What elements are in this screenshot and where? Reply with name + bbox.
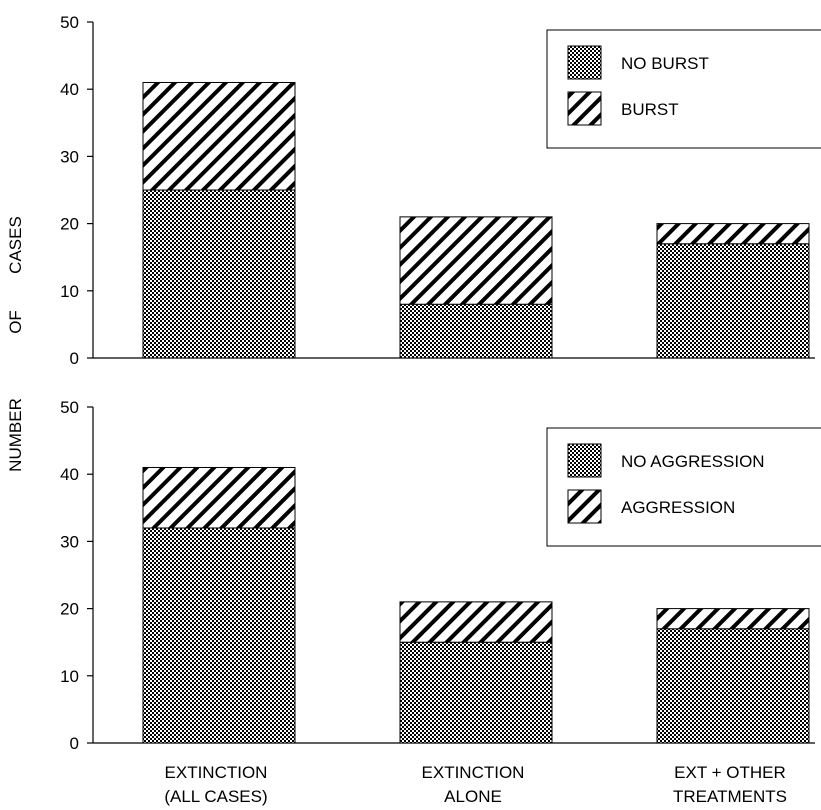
x-axis-category-labels: EXTINCTION (ALL CASES) EXTINCTION ALONE EXT … xyxy=(164,763,787,806)
bar-segment-no-burst-3 xyxy=(656,243,810,359)
bar-segment-aggression-1 xyxy=(142,466,296,529)
bar-segment-no-aggression-1 xyxy=(142,527,296,744)
bar-segment-no-burst-2 xyxy=(399,303,553,359)
bar-segment-burst-1 xyxy=(142,81,296,191)
bar-segment-no-burst-1 xyxy=(142,189,296,359)
y-axis-label-word-of: OF xyxy=(6,310,25,334)
x-category-label: (ALL CASES) xyxy=(164,787,267,806)
legend-swatch-aggression xyxy=(567,489,602,524)
y-tick-label: 10 xyxy=(60,667,79,686)
bar-segment-aggression-3 xyxy=(656,608,810,630)
y-tick-label: 0 xyxy=(70,734,79,753)
bar-segment-burst-2 xyxy=(399,216,553,305)
y-tick-label: 50 xyxy=(60,13,79,32)
legend-box xyxy=(546,29,821,149)
y-axis-label-word-number: NUMBER xyxy=(6,398,25,472)
y-tick-label: 30 xyxy=(60,147,79,166)
legend-label: BURST xyxy=(621,100,679,119)
y-tick-label: 20 xyxy=(60,600,79,619)
y-tick-label: 20 xyxy=(60,215,79,234)
legend-label: AGGRESSION xyxy=(621,498,735,517)
x-category-label: TREATMENTS xyxy=(673,787,787,806)
x-category-label: ALONE xyxy=(444,787,502,806)
bottom-chart-legend: NO AGGRESSION AGGRESSION xyxy=(546,427,821,547)
bar-segment-no-aggression-3 xyxy=(656,628,810,744)
bar-segment-burst-3 xyxy=(656,223,810,245)
bottom-chart-aggression: 0 10 20 30 40 50 NO AGGRESSION AGGRESSION EXTI… xyxy=(60,398,821,806)
y-tick-label: 30 xyxy=(60,532,79,551)
y-tick-label: 10 xyxy=(60,282,79,301)
legend-swatch-no-burst xyxy=(567,45,602,80)
legend-swatch-burst xyxy=(567,91,602,126)
y-axis-label-word-cases: CASES xyxy=(6,216,25,274)
x-category-label: EXTINCTION xyxy=(422,763,525,782)
y-tick-label: 40 xyxy=(60,80,79,99)
legend-label: NO BURST xyxy=(621,54,709,73)
y-tick-label: 0 xyxy=(70,349,79,368)
x-category-label: EXTINCTION xyxy=(165,763,268,782)
y-tick-label: 50 xyxy=(60,398,79,417)
bar-segment-no-aggression-2 xyxy=(399,641,553,744)
legend-swatch-no-aggression xyxy=(567,443,602,478)
y-tick-label: 40 xyxy=(60,465,79,484)
bar-segment-aggression-2 xyxy=(399,601,553,643)
x-category-label: EXT + OTHER xyxy=(674,763,786,782)
bottom-chart-bars xyxy=(142,466,810,744)
legend-label: NO AGGRESSION xyxy=(621,452,765,471)
top-chart-bars xyxy=(142,81,810,359)
top-chart-burst: 0 10 20 30 40 50 NO BURST BURST xyxy=(60,13,821,368)
top-chart-legend: NO BURST BURST xyxy=(546,29,821,149)
